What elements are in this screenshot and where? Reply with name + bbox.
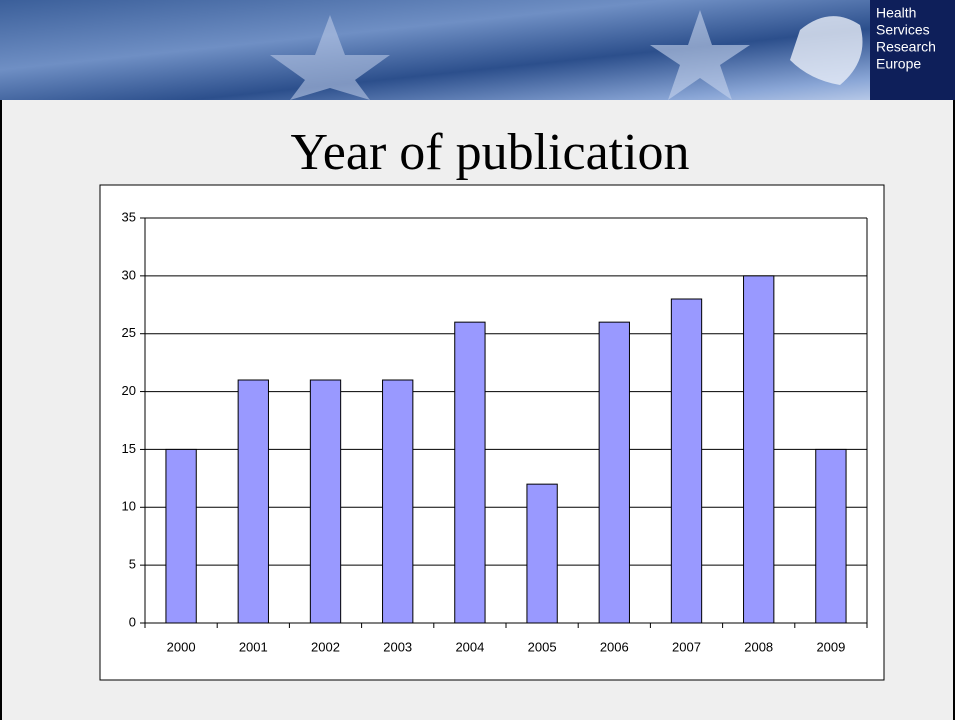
logo-line: Services: [876, 22, 930, 38]
x-tick-label: 2002: [311, 639, 340, 654]
bar: [165, 448, 197, 624]
bar: [454, 321, 486, 624]
bar: [309, 379, 342, 624]
x-tick-label: 2009: [816, 639, 845, 654]
x-tick-label: 2000: [167, 639, 196, 654]
logo-line: Europe: [876, 56, 921, 72]
bar: [598, 321, 630, 624]
x-tick-label: 2006: [600, 639, 629, 654]
bar: [670, 298, 703, 624]
y-tick-label: 25: [122, 325, 136, 340]
y-tick-label: 10: [122, 499, 136, 514]
x-tick-label: 2007: [672, 639, 701, 654]
bar: [526, 483, 558, 624]
logo-line: Research: [876, 39, 936, 55]
bar: [237, 379, 269, 624]
bar: [815, 448, 847, 624]
y-tick-label: 0: [129, 614, 136, 629]
y-tick-label: 35: [122, 209, 136, 224]
star: [650, 10, 750, 100]
y-tick-label: 15: [122, 441, 136, 456]
logo-line: Health: [876, 5, 916, 21]
y-tick-label: 30: [122, 267, 136, 282]
chart-title: Year of publication: [290, 124, 689, 181]
x-tick-label: 2001: [239, 639, 268, 654]
x-tick-label: 2005: [528, 639, 557, 654]
x-tick-label: 2003: [383, 639, 412, 654]
map: [790, 16, 863, 85]
y-tick-label: 20: [122, 383, 136, 398]
logo-box: [870, 0, 955, 100]
x-tick-label: 2008: [744, 639, 773, 654]
bar: [743, 275, 775, 624]
logo: Health Services Research Europe: [876, 5, 936, 72]
y-tick-label: 5: [129, 557, 136, 572]
bar: [382, 379, 414, 624]
star: [270, 15, 390, 100]
x-tick-label: 2004: [455, 639, 484, 654]
